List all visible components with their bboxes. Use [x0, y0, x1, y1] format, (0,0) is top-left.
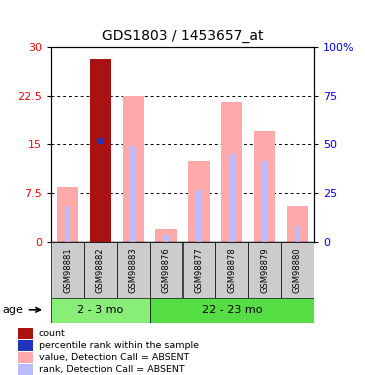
Text: count: count — [39, 329, 65, 338]
Bar — [262, 160, 268, 242]
Bar — [90, 58, 111, 242]
Bar — [287, 206, 308, 242]
Bar — [215, 242, 248, 298]
Bar — [229, 154, 235, 242]
Text: GSM98883: GSM98883 — [129, 247, 138, 293]
Bar — [281, 242, 314, 298]
Bar — [295, 226, 300, 242]
Bar — [254, 131, 275, 242]
Text: rank, Detection Call = ABSENT: rank, Detection Call = ABSENT — [39, 365, 184, 374]
Bar — [182, 242, 215, 298]
Bar — [84, 242, 117, 298]
Text: GSM98878: GSM98878 — [227, 247, 236, 293]
Text: GDS1803 / 1453657_at: GDS1803 / 1453657_at — [102, 28, 263, 43]
Text: GSM98876: GSM98876 — [162, 247, 170, 293]
Bar — [155, 229, 177, 242]
Bar — [51, 298, 150, 322]
Bar — [123, 96, 144, 242]
Bar — [150, 298, 314, 322]
Bar — [18, 328, 34, 339]
Bar — [18, 352, 34, 363]
Bar — [57, 187, 78, 242]
Bar — [117, 242, 150, 298]
Bar — [163, 236, 169, 242]
Bar — [51, 242, 84, 298]
Bar — [18, 340, 34, 351]
Bar — [221, 102, 242, 242]
Bar — [18, 364, 34, 375]
Text: age: age — [3, 305, 23, 315]
Bar — [65, 206, 70, 242]
Text: GSM98881: GSM98881 — [63, 247, 72, 293]
Text: GSM98877: GSM98877 — [195, 247, 203, 293]
Bar — [188, 160, 210, 242]
Bar — [150, 242, 182, 298]
Text: percentile rank within the sample: percentile rank within the sample — [39, 341, 199, 350]
Text: 22 - 23 mo: 22 - 23 mo — [201, 305, 262, 315]
Bar — [248, 242, 281, 298]
Text: GSM98879: GSM98879 — [260, 247, 269, 293]
Bar — [130, 146, 136, 242]
Bar — [196, 190, 202, 242]
Text: 2 - 3 mo: 2 - 3 mo — [77, 305, 123, 315]
Text: GSM98880: GSM98880 — [293, 247, 302, 293]
Text: value, Detection Call = ABSENT: value, Detection Call = ABSENT — [39, 353, 189, 362]
Text: GSM98882: GSM98882 — [96, 247, 105, 293]
